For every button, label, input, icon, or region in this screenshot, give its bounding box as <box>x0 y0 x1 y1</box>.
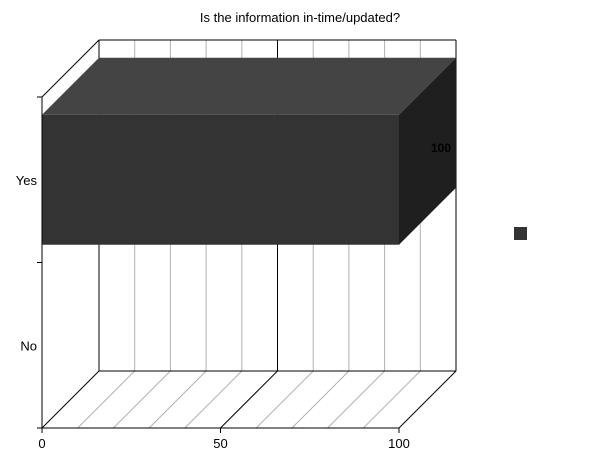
bar-yes <box>42 114 399 245</box>
y-tick-label: No <box>20 338 37 353</box>
gridline-floor <box>327 370 385 429</box>
x-tick-label: 100 <box>388 436 410 451</box>
bar-side-face <box>399 57 456 245</box>
y-tick-label: Yes <box>16 173 38 188</box>
chart-labels: 100 Yes No 0 50 100 <box>16 141 452 451</box>
x-tick-label: 50 <box>213 436 227 451</box>
gridline-floor <box>291 370 350 429</box>
gridline-floor <box>362 370 421 429</box>
gridline-floor <box>148 370 207 429</box>
gridline-floor <box>184 370 243 429</box>
gridline-floor <box>255 370 314 429</box>
floor-right <box>398 370 457 429</box>
data-label: 100 <box>431 141 451 155</box>
gridline-floor <box>77 370 136 429</box>
gridline-floor <box>220 370 278 429</box>
left-wall-bottom <box>41 370 100 429</box>
chart-title: Is the information in-time/updated? <box>200 10 400 25</box>
gridline-floor <box>113 370 171 429</box>
chart-bars <box>42 57 456 245</box>
left-wall-top <box>41 39 100 98</box>
legend-swatch <box>514 227 527 240</box>
chart-axes <box>37 39 457 433</box>
bar-top-face <box>42 57 456 115</box>
x-tick-label: 0 <box>38 436 45 451</box>
